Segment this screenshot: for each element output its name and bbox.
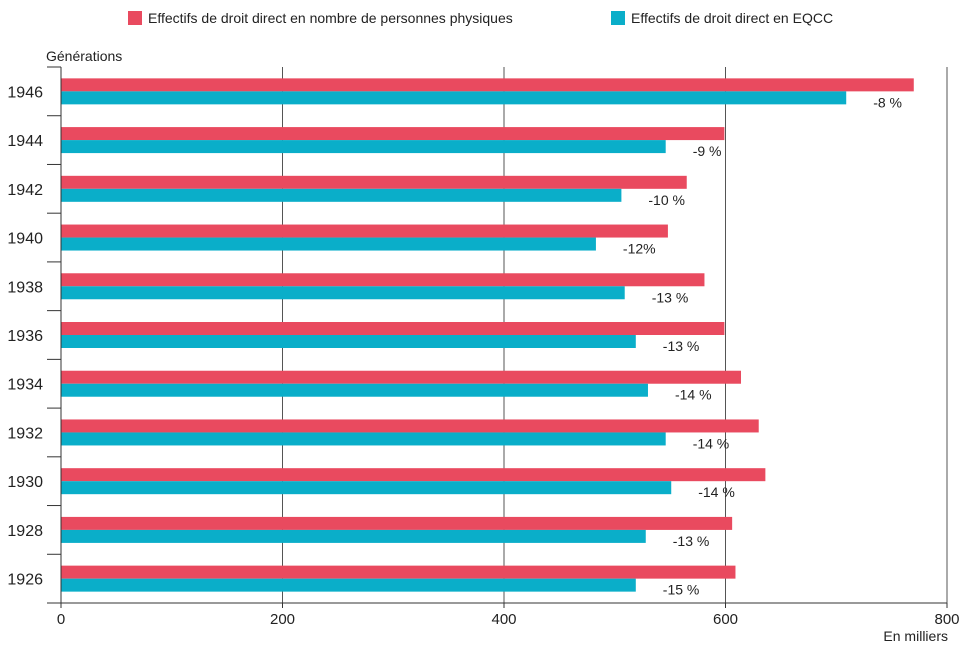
legend: Effectifs de droit direct en nombre de p… xyxy=(0,10,960,30)
y-tick-label: 1936 xyxy=(7,328,43,345)
bar-physical-persons xyxy=(61,127,725,141)
bar-eqcc xyxy=(61,237,596,251)
bar-eqcc xyxy=(61,529,646,543)
y-tick-label: 1938 xyxy=(7,279,43,296)
x-tick-label: 0 xyxy=(57,611,65,628)
y-tick-label: 1944 xyxy=(7,133,43,150)
bar-eqcc xyxy=(61,481,672,495)
data-label: -13 % xyxy=(663,338,700,354)
x-tick-label: 400 xyxy=(491,611,516,628)
legend-item-physical-persons: Effectifs de droit direct en nombre de p… xyxy=(128,10,513,26)
y-tick-label: 1942 xyxy=(7,182,43,199)
y-axis-title: Générations xyxy=(46,48,123,64)
legend-label-physical-persons: Effectifs de droit direct en nombre de p… xyxy=(148,10,513,26)
bar-physical-persons xyxy=(61,516,733,530)
legend-item-eqcc: Effectifs de droit direct en EQCC xyxy=(611,10,833,26)
bar-eqcc xyxy=(61,286,625,300)
bar-physical-persons xyxy=(61,175,687,189)
bar-eqcc xyxy=(61,91,847,105)
data-label: -12% xyxy=(623,241,656,257)
y-tick-label: 1928 xyxy=(7,523,43,540)
data-label: -14 % xyxy=(693,435,730,451)
bar-physical-persons xyxy=(61,419,759,433)
legend-label-eqcc: Effectifs de droit direct en EQCC xyxy=(631,10,834,26)
data-label: -14 % xyxy=(675,387,712,403)
data-label: -14 % xyxy=(698,484,735,500)
data-label: -13 % xyxy=(652,289,689,305)
bar-physical-persons xyxy=(61,565,736,579)
y-tick-label: 1946 xyxy=(7,84,43,101)
bar-physical-persons xyxy=(61,78,914,92)
bar-physical-persons xyxy=(61,468,766,482)
data-label: -8 % xyxy=(873,94,902,110)
y-tick-label: 1930 xyxy=(7,474,43,491)
y-tick-label: 1934 xyxy=(7,377,43,394)
bar-eqcc xyxy=(61,578,636,592)
data-label: -9 % xyxy=(693,143,722,159)
bar-eqcc xyxy=(61,188,622,202)
x-tick-label: 600 xyxy=(713,611,738,628)
x-tick-label: 800 xyxy=(934,611,959,628)
data-label: -13 % xyxy=(673,533,710,549)
data-label: -10 % xyxy=(648,192,685,208)
bar-physical-persons xyxy=(61,224,668,238)
bar-physical-persons xyxy=(61,322,725,335)
data-label: -15 % xyxy=(663,582,700,598)
x-tick-label: 200 xyxy=(270,611,295,628)
bar-eqcc xyxy=(61,335,636,348)
bar-eqcc xyxy=(61,432,666,446)
y-tick-label: 1940 xyxy=(7,231,43,248)
bar-eqcc xyxy=(61,383,648,397)
y-tick-label: 1932 xyxy=(7,425,43,442)
y-tick-label: 1926 xyxy=(7,572,43,589)
legend-swatch-eqcc xyxy=(611,11,625,25)
bar-physical-persons xyxy=(61,370,742,384)
legend-swatch-physical-persons xyxy=(128,11,142,25)
bar-physical-persons xyxy=(61,273,705,287)
bar-eqcc xyxy=(61,140,666,154)
x-axis-title: En milliers xyxy=(883,628,948,644)
